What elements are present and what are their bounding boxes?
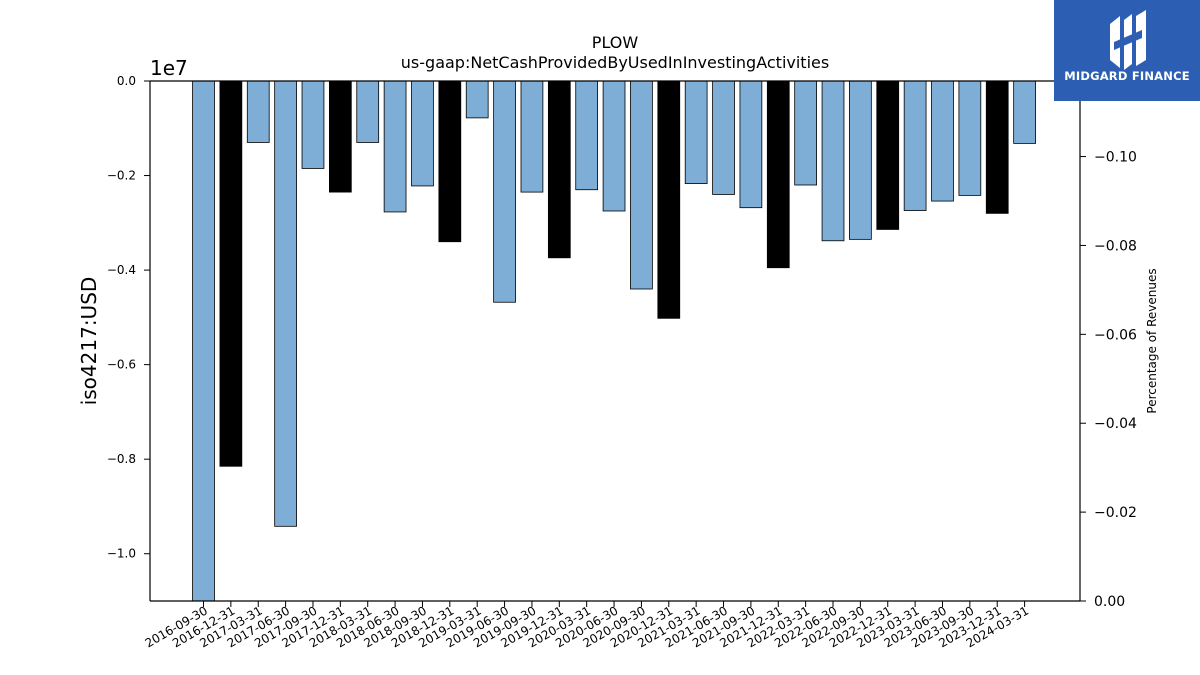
y-tick-label: 0.0: [117, 74, 136, 88]
bar: [219, 80, 243, 467]
bar: [712, 80, 735, 195]
bar: [356, 80, 380, 143]
bar: [493, 80, 516, 303]
bar: [794, 80, 817, 186]
bar: [246, 80, 270, 143]
axes-group: 0.0 −0.2 −0.4 −0.6 −0.8 −1.0 0.00 −0.02 −0.04 −0.…: [107, 74, 1137, 650]
bars-group: [192, 80, 1036, 602]
bar: [821, 80, 845, 242]
bar: [192, 80, 215, 602]
bar: [903, 80, 927, 211]
bar: [301, 80, 325, 169]
y-tick-label: −1.0: [107, 547, 136, 561]
y2-tick-label: −0.04: [1094, 416, 1137, 432]
y2-tick-label: −0.10: [1094, 150, 1137, 166]
bar: [766, 80, 790, 269]
y2-tick-label: −0.06: [1094, 327, 1137, 343]
bar: [438, 80, 462, 243]
y-offset-label: 1e7: [150, 56, 188, 80]
bar: [602, 80, 626, 212]
bar: [520, 80, 544, 193]
chart-subtitle: us-gaap:NetCashProvidedByUsedInInvesting…: [401, 53, 829, 72]
bar: [958, 80, 982, 196]
bar: [547, 80, 571, 259]
bar: [328, 80, 352, 193]
y2-tick-label: 0.00: [1094, 594, 1125, 610]
y-tick-label: −0.8: [107, 452, 136, 466]
bar: [739, 80, 763, 209]
y-tick-label: −0.6: [107, 358, 136, 372]
y2-tick-label: −0.08: [1094, 238, 1137, 254]
bar: [411, 80, 434, 187]
bar: [630, 80, 653, 290]
bar: [876, 80, 900, 230]
bar: [465, 80, 489, 119]
chart-title: PLOW: [592, 33, 639, 52]
y-axis-label: iso4217:USD: [77, 277, 101, 406]
bar: [575, 80, 599, 191]
y-tick-label: −0.4: [107, 263, 136, 277]
bar: [931, 80, 954, 202]
bar: [274, 80, 297, 527]
logo-text: MIDGARD FINANCE: [1064, 69, 1190, 83]
bar: [849, 80, 872, 240]
y2-tick-label: −0.02: [1094, 505, 1137, 521]
bar: [985, 80, 1009, 214]
y2-axis-label: Percentage of Revenues: [1145, 268, 1159, 413]
y-tick-label: −0.2: [107, 169, 136, 183]
brand-logo: MIDGARD FINANCE: [1054, 0, 1200, 101]
bar: [684, 80, 708, 184]
bar: [657, 80, 681, 319]
bar: [383, 80, 407, 213]
midgard-logo-icon: [1110, 10, 1146, 70]
bar: [1013, 80, 1036, 144]
